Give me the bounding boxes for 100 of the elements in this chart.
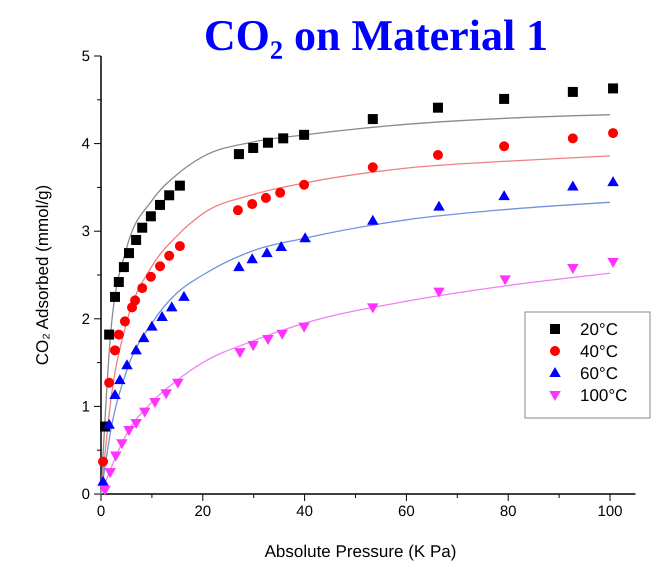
point: [368, 162, 378, 172]
point: [433, 288, 445, 298]
point: [367, 303, 379, 314]
point: [114, 330, 124, 340]
point: [275, 240, 287, 251]
point: [367, 214, 379, 225]
x-tick-label: 100: [597, 503, 623, 520]
y-axis-title: CO₂ Adsorbed (mmol/g): [33, 184, 52, 366]
point: [109, 389, 121, 400]
point: [156, 311, 168, 322]
point: [232, 205, 243, 216]
x-axis-title: Absolute Pressure (K Pa): [264, 542, 456, 561]
point: [116, 439, 128, 450]
point: [298, 322, 310, 333]
point: [155, 261, 166, 272]
point: [433, 200, 445, 211]
point: [275, 188, 286, 198]
point: [118, 262, 129, 272]
point: [248, 142, 258, 153]
point: [234, 149, 244, 160]
point: [137, 283, 148, 294]
point: [164, 190, 174, 200]
point: [432, 150, 443, 160]
point: [130, 295, 140, 306]
point: [608, 83, 618, 94]
point: [110, 292, 120, 302]
point: [262, 138, 273, 148]
point: [368, 114, 378, 124]
point: [149, 398, 161, 408]
point: [166, 301, 178, 312]
y-tick-label: 0: [82, 486, 90, 503]
point: [97, 476, 109, 486]
point: [146, 320, 158, 331]
point: [104, 468, 116, 478]
point: [137, 222, 148, 233]
point: [174, 241, 185, 252]
point: [246, 253, 258, 264]
point: [499, 141, 510, 152]
y-tick-label: 5: [82, 48, 90, 65]
chart-title: CO₂ on Material 1: [204, 11, 548, 60]
point: [568, 133, 578, 144]
point: [567, 264, 579, 274]
point: [261, 247, 273, 258]
point: [124, 248, 134, 258]
point: [103, 418, 115, 429]
point: [299, 180, 310, 190]
point: [608, 128, 618, 138]
point: [178, 290, 190, 301]
y-tick-label: 2: [82, 310, 90, 328]
point: [131, 234, 142, 245]
point: [276, 330, 288, 340]
point: [499, 94, 510, 104]
point: [146, 272, 156, 282]
point: [247, 341, 259, 352]
x-tick-label: 40: [296, 503, 313, 520]
point: [498, 190, 510, 200]
legend-label: 100°C: [580, 386, 628, 405]
point: [172, 378, 184, 389]
point: [146, 211, 156, 222]
point: [160, 389, 172, 400]
point: [120, 316, 130, 326]
y-tick-label: 3: [82, 223, 90, 240]
point: [299, 232, 311, 242]
point: [607, 176, 619, 186]
point: [278, 133, 288, 144]
legend-label: 20°C: [580, 320, 618, 339]
point: [123, 426, 135, 436]
point: [262, 334, 274, 345]
point: [164, 250, 174, 261]
x-tick-label: 80: [500, 503, 517, 520]
point: [432, 102, 443, 113]
point: [233, 261, 245, 272]
point: [130, 419, 142, 430]
point: [99, 486, 111, 496]
point: [104, 330, 114, 340]
x-tick-label: 0: [96, 503, 106, 520]
legend-label: 40°C: [580, 342, 618, 361]
point: [110, 345, 120, 356]
y-tick-label: 1: [82, 398, 90, 416]
legend-label: 60°C: [580, 364, 618, 383]
point: [299, 130, 310, 140]
point: [130, 344, 142, 354]
point: [607, 258, 619, 268]
point: [568, 86, 578, 97]
point: [104, 378, 114, 388]
point: [114, 277, 124, 288]
x-tick-label: 60: [398, 503, 415, 520]
point: [234, 348, 246, 358]
point: [260, 192, 271, 203]
point: [155, 200, 166, 210]
point: [98, 456, 108, 467]
point: [247, 199, 258, 210]
point: [121, 359, 133, 370]
point: [174, 180, 185, 191]
point: [110, 451, 122, 462]
point: [139, 408, 151, 418]
point: [499, 275, 511, 286]
point: [114, 374, 126, 384]
point: [138, 332, 150, 342]
y-tick-label: 4: [82, 136, 90, 153]
